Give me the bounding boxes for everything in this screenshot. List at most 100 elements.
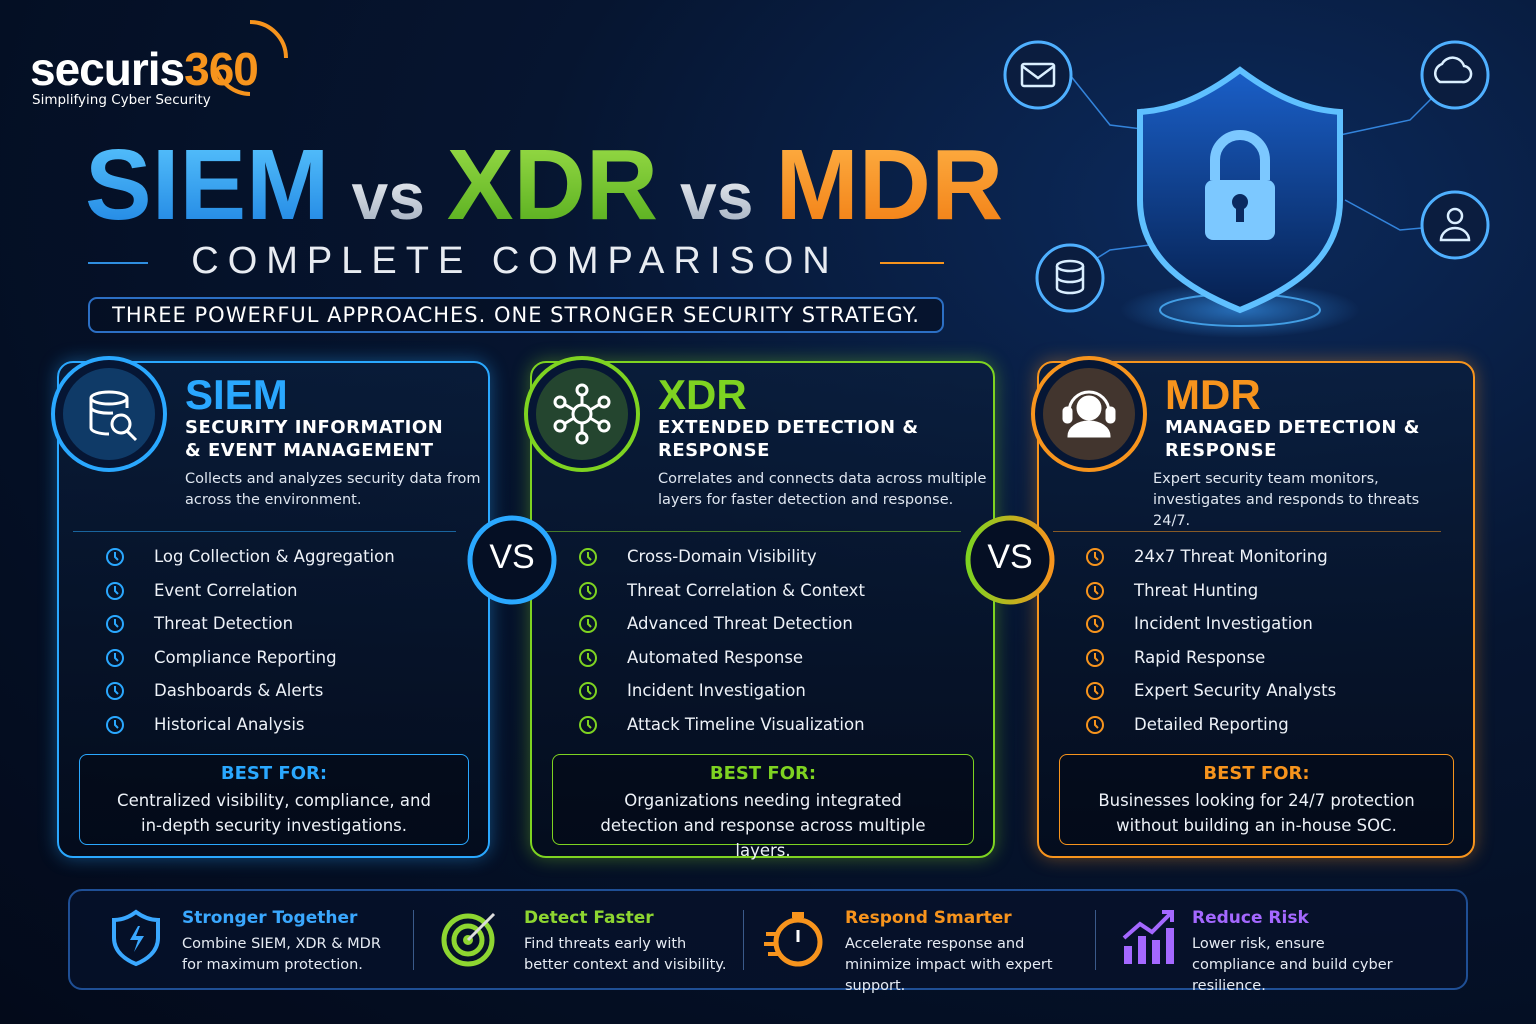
feature-icon bbox=[106, 682, 124, 701]
feature-icon bbox=[579, 716, 597, 734]
feature-item: Expert Security Analysts bbox=[1134, 681, 1337, 701]
title-term: MDR bbox=[775, 129, 1004, 241]
feature-icon bbox=[106, 548, 124, 566]
card-description: Expert security team monitors, investiga… bbox=[1153, 471, 1420, 529]
best-for-box: BEST FOR: Centralized visibility, complia… bbox=[79, 754, 469, 845]
subtitle-rule bbox=[88, 262, 148, 264]
benefit-title: Respond Smarter bbox=[845, 908, 1012, 928]
feature-icon bbox=[106, 615, 124, 634]
feature-item: Attack Timeline Visualization bbox=[627, 715, 865, 734]
best-for-text: Organizations needing integrated detecti… bbox=[600, 791, 926, 860]
feature-item: Incident Investigation bbox=[1134, 614, 1313, 634]
feature-item: Automated Response bbox=[627, 647, 804, 667]
title-vs: vs bbox=[351, 159, 425, 233]
benefit-icon bbox=[112, 909, 160, 967]
feature-icon bbox=[579, 682, 597, 701]
logo-ring bbox=[214, 20, 288, 96]
card-icon bbox=[524, 356, 640, 472]
card-description: Collects and analyzes security data from… bbox=[185, 471, 481, 508]
vs-ring bbox=[965, 515, 1055, 605]
tagline-box: THREE POWERFUL APPROACHES. ONE STRONGER … bbox=[88, 297, 944, 333]
benefits-bar bbox=[68, 889, 1468, 990]
card-icon bbox=[51, 356, 167, 472]
feature-icon bbox=[579, 581, 597, 600]
feature-item: Historical Analysis bbox=[154, 715, 305, 734]
main-title: SIEM vs XDR vs MDR bbox=[85, 128, 1003, 243]
benefit-title: Stronger Together bbox=[182, 908, 358, 928]
feature-item: Compliance Reporting bbox=[154, 647, 337, 667]
card-name: SIEM bbox=[185, 371, 288, 418]
best-for-text: Centralized visibility, compliance, and … bbox=[117, 791, 431, 835]
vs-badge: VS bbox=[987, 538, 1033, 576]
best-for-box: BEST FOR: Organizations needing integrate… bbox=[552, 754, 974, 860]
feature-icon bbox=[106, 581, 124, 600]
card-name: MDR bbox=[1165, 371, 1261, 418]
best-for-label: BEST FOR: bbox=[709, 763, 817, 784]
card-full-name: MANAGED DETECTION & RESPONSE bbox=[1165, 417, 1420, 461]
logo-brand: securis bbox=[30, 43, 185, 95]
shield-graphic bbox=[1003, 40, 1490, 338]
card-full-name: SECURITY INFORMATION & EVENT MANAGEMENT bbox=[185, 417, 444, 461]
best-for-label: BEST FOR: bbox=[220, 763, 328, 784]
benefit-title: Detect Faster bbox=[524, 908, 654, 928]
feature-item: Threat Correlation & Context bbox=[627, 580, 865, 600]
benefit-text: Lower risk, ensure compliance and build … bbox=[1192, 936, 1393, 994]
comparison-card: XDR EXTENDED DETECTION & RESPONSE Correlat… bbox=[530, 361, 995, 860]
feature-icon bbox=[106, 716, 124, 734]
subtitle: COMPLETE COMPARISON bbox=[191, 240, 839, 282]
best-for-text: Businesses looking for 24/7 protection w… bbox=[1098, 791, 1415, 835]
best-for-box: BEST FOR: Businesses looking for 24/7 pro… bbox=[1059, 754, 1454, 845]
divider bbox=[1053, 531, 1441, 532]
feature-icon bbox=[1086, 615, 1104, 634]
feature-item: Event Correlation bbox=[154, 580, 298, 600]
logo: securis360 bbox=[30, 42, 259, 96]
benefit-divider bbox=[743, 910, 744, 970]
benefit-divider bbox=[413, 910, 414, 970]
benefit-text: Find threats early with better context a… bbox=[524, 936, 727, 973]
feature-item: Threat Detection bbox=[154, 614, 294, 634]
feature-icon bbox=[579, 648, 597, 667]
logo-tagline: Simplifying Cyber Security bbox=[32, 92, 211, 108]
feature-item: Incident Investigation bbox=[627, 681, 806, 701]
feature-icon bbox=[1086, 716, 1104, 734]
benefit-title: Reduce Risk bbox=[1192, 908, 1309, 928]
subtitle-rule bbox=[880, 262, 944, 264]
tagline: THREE POWERFUL APPROACHES. ONE STRONGER … bbox=[112, 303, 920, 327]
feature-item: Cross-Domain Visibility bbox=[627, 547, 817, 566]
feature-item: Rapid Response bbox=[1134, 647, 1266, 667]
feature-icon bbox=[1086, 648, 1104, 667]
card-icon bbox=[1031, 356, 1147, 472]
benefit-icon bbox=[764, 912, 823, 967]
benefit-text: Combine SIEM, XDR & MDR for maximum prot… bbox=[182, 936, 381, 973]
feature-icon bbox=[1086, 548, 1104, 566]
title-term: SIEM bbox=[85, 129, 330, 241]
benefit-icon bbox=[441, 912, 496, 967]
divider bbox=[73, 531, 456, 532]
card-full-name: EXTENDED DETECTION & RESPONSE bbox=[658, 417, 919, 461]
feature-icon bbox=[579, 615, 597, 634]
divider bbox=[546, 531, 961, 532]
vs-badge: VS bbox=[489, 538, 535, 576]
card-name: XDR bbox=[658, 371, 747, 418]
feature-item: Log Collection & Aggregation bbox=[154, 547, 395, 566]
feature-item: 24x7 Threat Monitoring bbox=[1134, 547, 1328, 566]
card-description: Correlates and connects data across mult… bbox=[658, 471, 987, 508]
title-vs: vs bbox=[680, 159, 754, 233]
benefit-divider bbox=[1095, 910, 1096, 970]
feature-icon bbox=[106, 648, 124, 667]
logo-number: 360 bbox=[184, 43, 259, 95]
vs-ring bbox=[467, 515, 557, 605]
feature-item: Advanced Threat Detection bbox=[627, 614, 853, 634]
benefit-text: Accelerate response and minimize impact … bbox=[845, 936, 1053, 994]
title-term: XDR bbox=[446, 129, 659, 241]
best-for-label: BEST FOR: bbox=[1203, 763, 1310, 784]
benefit-icon bbox=[1122, 910, 1174, 964]
feature-icon bbox=[1086, 581, 1104, 600]
feature-item: Threat Hunting bbox=[1134, 580, 1259, 600]
feature-item: Detailed Reporting bbox=[1134, 715, 1289, 734]
feature-item: Dashboards & Alerts bbox=[154, 681, 324, 701]
feature-icon bbox=[579, 548, 597, 566]
